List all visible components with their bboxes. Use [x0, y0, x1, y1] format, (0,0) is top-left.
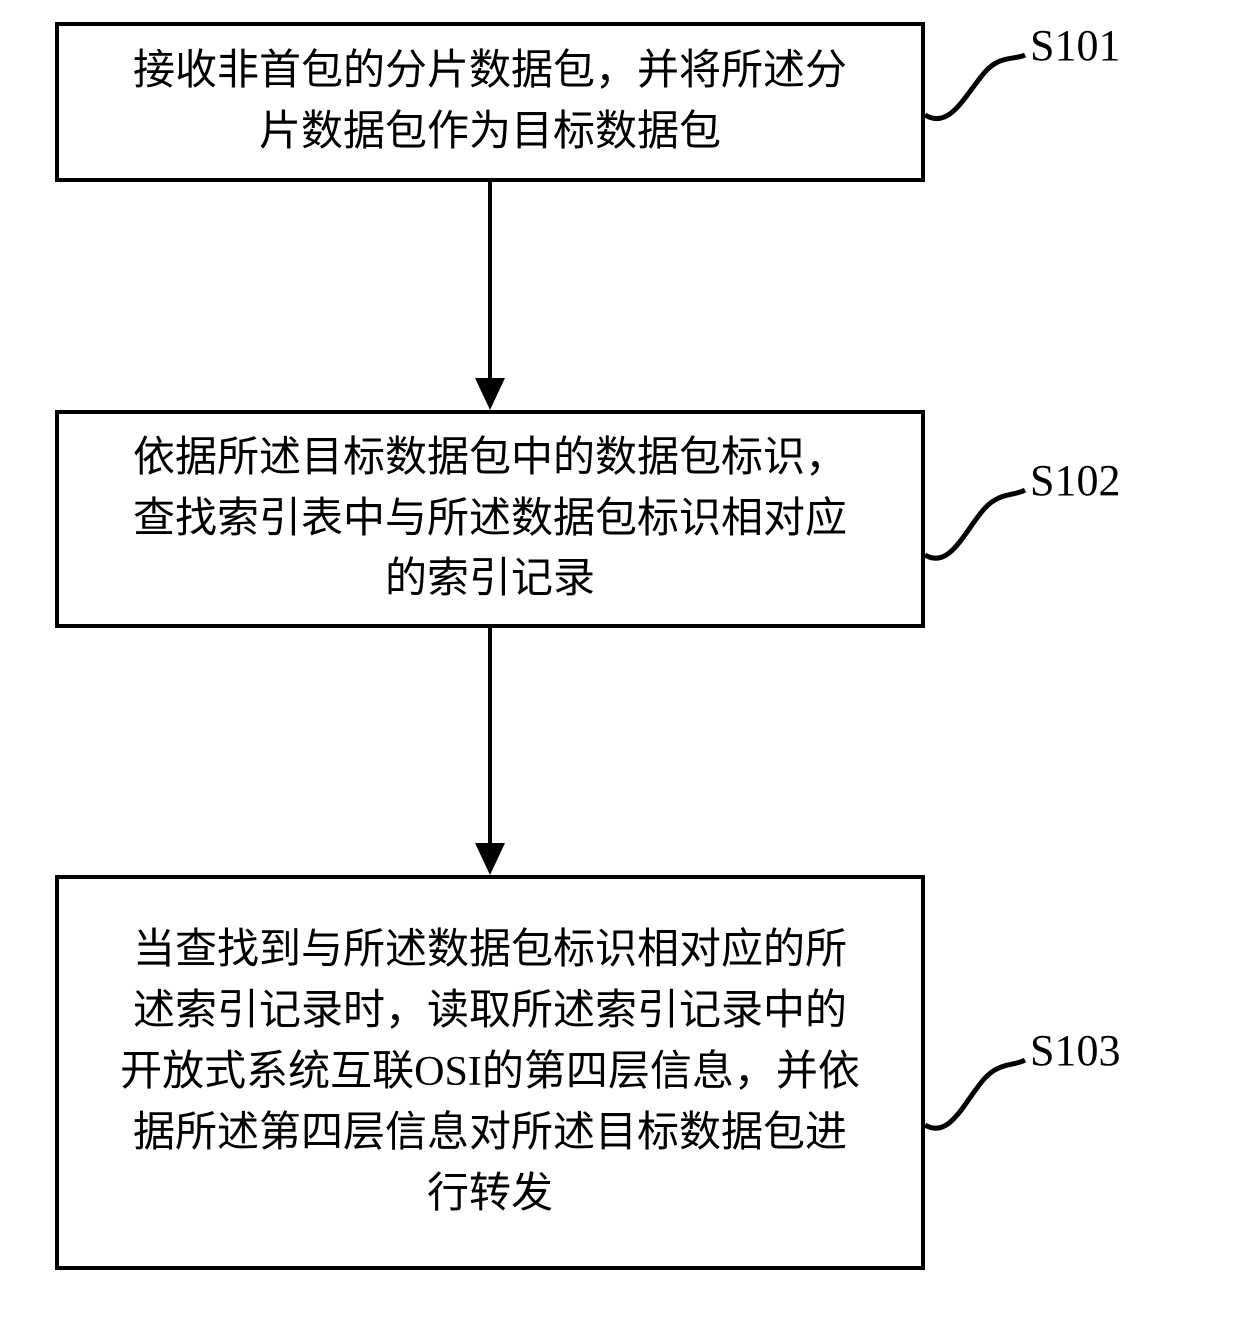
flowchart-canvas: 接收非首包的分片数据包，并将所述分 片数据包作为目标数据包 S101 依据所述目…: [0, 0, 1240, 1331]
label-connector-s103: [0, 0, 1240, 1331]
